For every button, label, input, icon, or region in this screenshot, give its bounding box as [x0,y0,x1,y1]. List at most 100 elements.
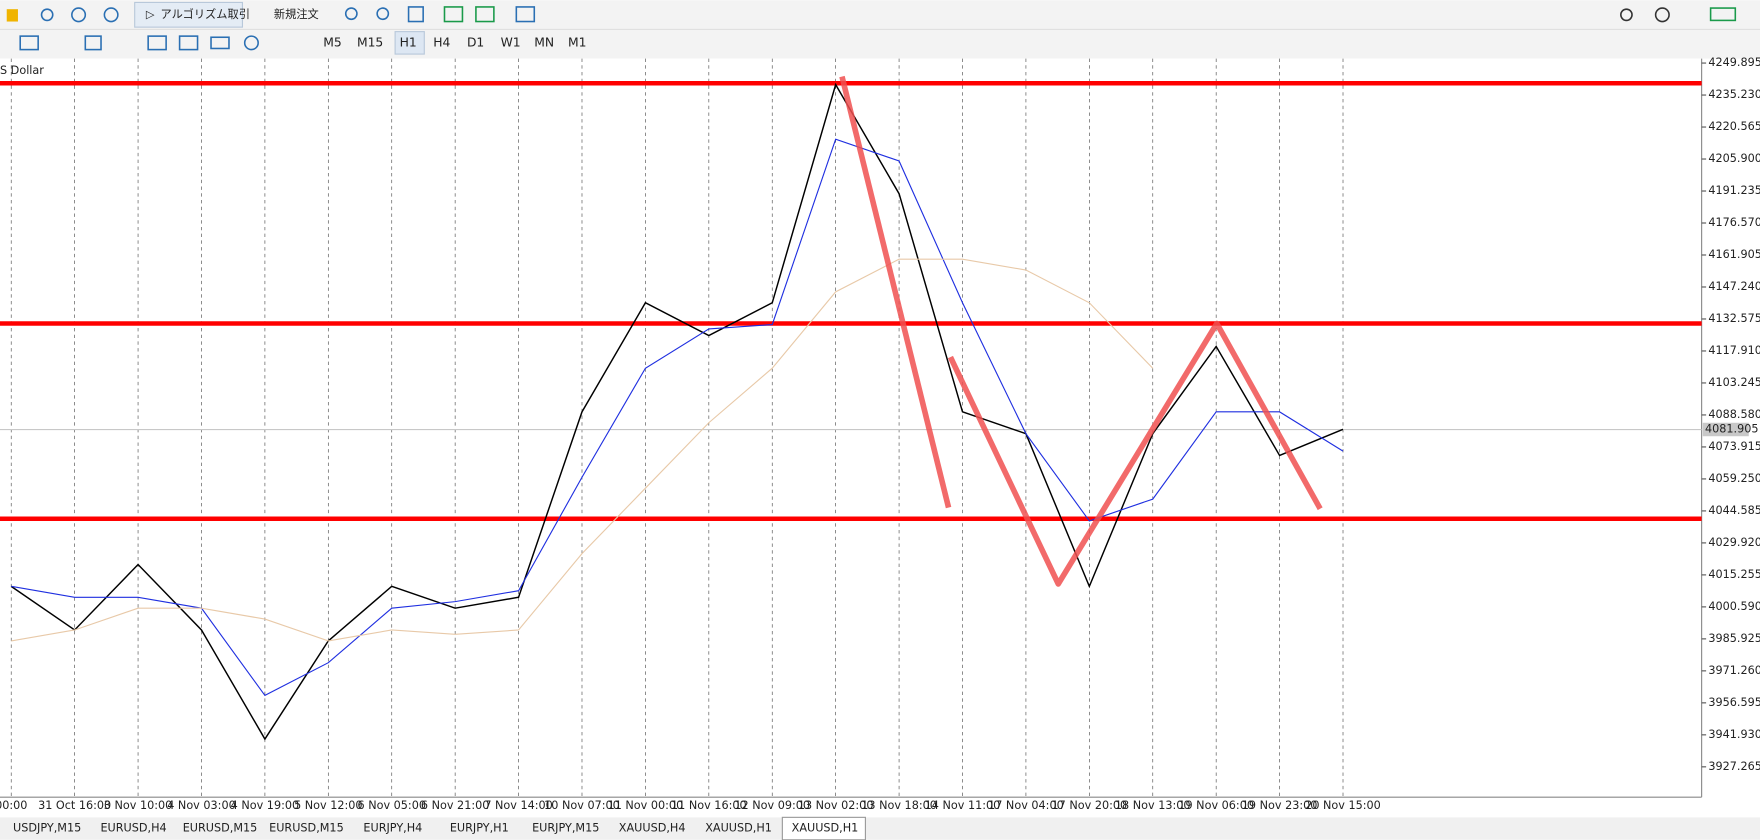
active-timeframe [394,31,425,55]
icon[interactable] [6,9,18,22]
x-tick-label: 13 Nov 18:00 [861,799,937,812]
tabs: USDJPY,M15 EURUSD,H4 EURUSD,M15 EURUSD,M15 E… [13,816,866,840]
tab[interactable]: EURUSD,M15 [269,822,344,835]
tab[interactable]: EURJPY,H4 [363,822,422,835]
y-tick-label: 4249.895 [1708,56,1760,69]
x-tick-label: 31 Oct 16:00 [38,799,111,812]
icon[interactable] [443,6,464,23]
y-tick-label: 3927.265 [1708,760,1760,773]
x-tick-label: 17 Nov 20:00 [1052,799,1128,812]
tab[interactable]: XAUUSD,H4 [619,822,686,835]
x-tick-label: 19 Nov 06:00 [1178,799,1254,812]
icon[interactable] [344,7,358,21]
y-tick-label: 4132.575 [1708,312,1760,325]
y-tick-label: 4015.255 [1708,568,1760,581]
icon[interactable] [40,8,54,22]
tab[interactable]: USDJPY,M15 [13,822,81,835]
price-line [11,258,1154,642]
timeframe[interactable]: MN [534,35,554,49]
icon[interactable] [475,6,495,23]
x-tick-label: 00:00 [0,799,27,812]
chart-label: S Dollar [0,64,44,77]
y-tick-label: 4191.235 [1708,184,1760,197]
zigzag [947,320,1323,587]
y-tick-label: 4073.915 [1708,440,1760,453]
x-tick-label: 14 Nov 11:00 [925,799,1001,812]
tab[interactable]: XAUUSD,H1 [705,822,772,835]
timeframe[interactable]: M1 [568,35,586,49]
icon[interactable] [243,35,259,51]
y-tick-label: 4235.230 [1708,88,1760,101]
icon[interactable] [84,35,102,51]
y-tick-label: 4117.910 [1708,344,1760,357]
timeframe[interactable]: H1 [400,35,417,49]
y-tick-label: 4147.240 [1708,280,1760,293]
algo-text: アルゴリズム取引 [161,7,250,21]
x-tick-label: 4 Nov 19:00 [231,799,300,812]
icon[interactable] [407,6,424,23]
x-tick-label: 19 Nov 23:00 [1242,799,1318,812]
order-text: 新規注文 [274,7,319,21]
y-tick-label: 3956.595 [1708,696,1760,709]
x-tick-label: 20 Nov 15:00 [1305,799,1381,812]
y-tick-label: 4044.585 [1708,504,1760,517]
icon[interactable] [1620,8,1633,22]
timeframes: M5 M15 H1 H4 D1 W1 MN M1 [323,31,586,55]
icon[interactable] [103,7,119,23]
icon [1709,7,1737,22]
tab[interactable]: XAUUSD,H1 [792,822,859,835]
timeframe[interactable]: H4 [433,35,450,49]
timeframe[interactable]: W1 [501,35,521,49]
x-tick-label: 7 Nov 14:00 [484,799,553,812]
y-tick-label: 4059.250 [1708,472,1760,485]
y-tick-label: 4205.900 [1708,152,1760,165]
tab[interactable]: EURUSD,H4 [100,822,166,835]
price-line [11,138,1344,697]
tab[interactable]: EURJPY,H1 [450,822,509,835]
y-tick-label: 4220.565 [1708,120,1760,133]
icon[interactable] [376,7,390,21]
y-tick-label: 4103.245 [1708,376,1760,389]
current-price-label: 4081.905 [1705,423,1759,436]
icon[interactable] [1654,7,1670,23]
toolbar-icons [6,6,1737,51]
tab-bar [0,817,1760,840]
y-tick-label: 3971.260 [1708,664,1760,677]
chart-area [0,58,1702,798]
y-tick-label: 4029.920 [1708,536,1760,549]
tab[interactable]: EURJPY,M15 [532,822,599,835]
x-tick-label: 4 Nov 03:00 [167,799,236,812]
x-tick-label: 13 Nov 02:00 [798,799,874,812]
zigzag [839,75,952,509]
x-tick-label: 3 Nov 10:00 [104,799,173,812]
x-tick-label: 5 Nov 12:00 [294,799,363,812]
algo-button[interactable] [134,1,244,28]
y-tick-label: 4176.570 [1708,216,1760,229]
y-tick-label: 4161.905 [1708,248,1760,261]
x-tick-label: 17 Nov 04:00 [988,799,1064,812]
icon[interactable] [515,6,536,23]
y-tick-label: 4000.590 [1708,600,1760,613]
x-tick-label: 11 Nov 16:00 [671,799,747,812]
tab[interactable]: EURUSD,M15 [183,822,258,835]
timeframe[interactable]: M15 [357,35,383,49]
current-price-box [1702,422,1749,437]
icon[interactable] [71,7,87,23]
icon[interactable] [210,36,230,50]
x-tick-label: 10 Nov 07:00 [544,799,620,812]
y-tick-label: 3941.930 [1708,728,1760,741]
timeframe[interactable]: M5 [323,35,341,49]
x-tick-label: 6 Nov 21:00 [421,799,490,812]
icon[interactable] [19,35,39,51]
icon[interactable] [147,35,167,51]
x-tick-label: 12 Nov 09:00 [734,799,810,812]
x-tick-label: 18 Nov 13:00 [1115,799,1191,812]
x-tick-label: 11 Nov 00:00 [608,799,684,812]
x-tick-label: 6 Nov 05:00 [357,799,426,812]
y-tick-label: 4088.580 [1708,408,1760,421]
icon[interactable] [178,35,199,51]
timeframe[interactable]: D1 [467,35,484,49]
